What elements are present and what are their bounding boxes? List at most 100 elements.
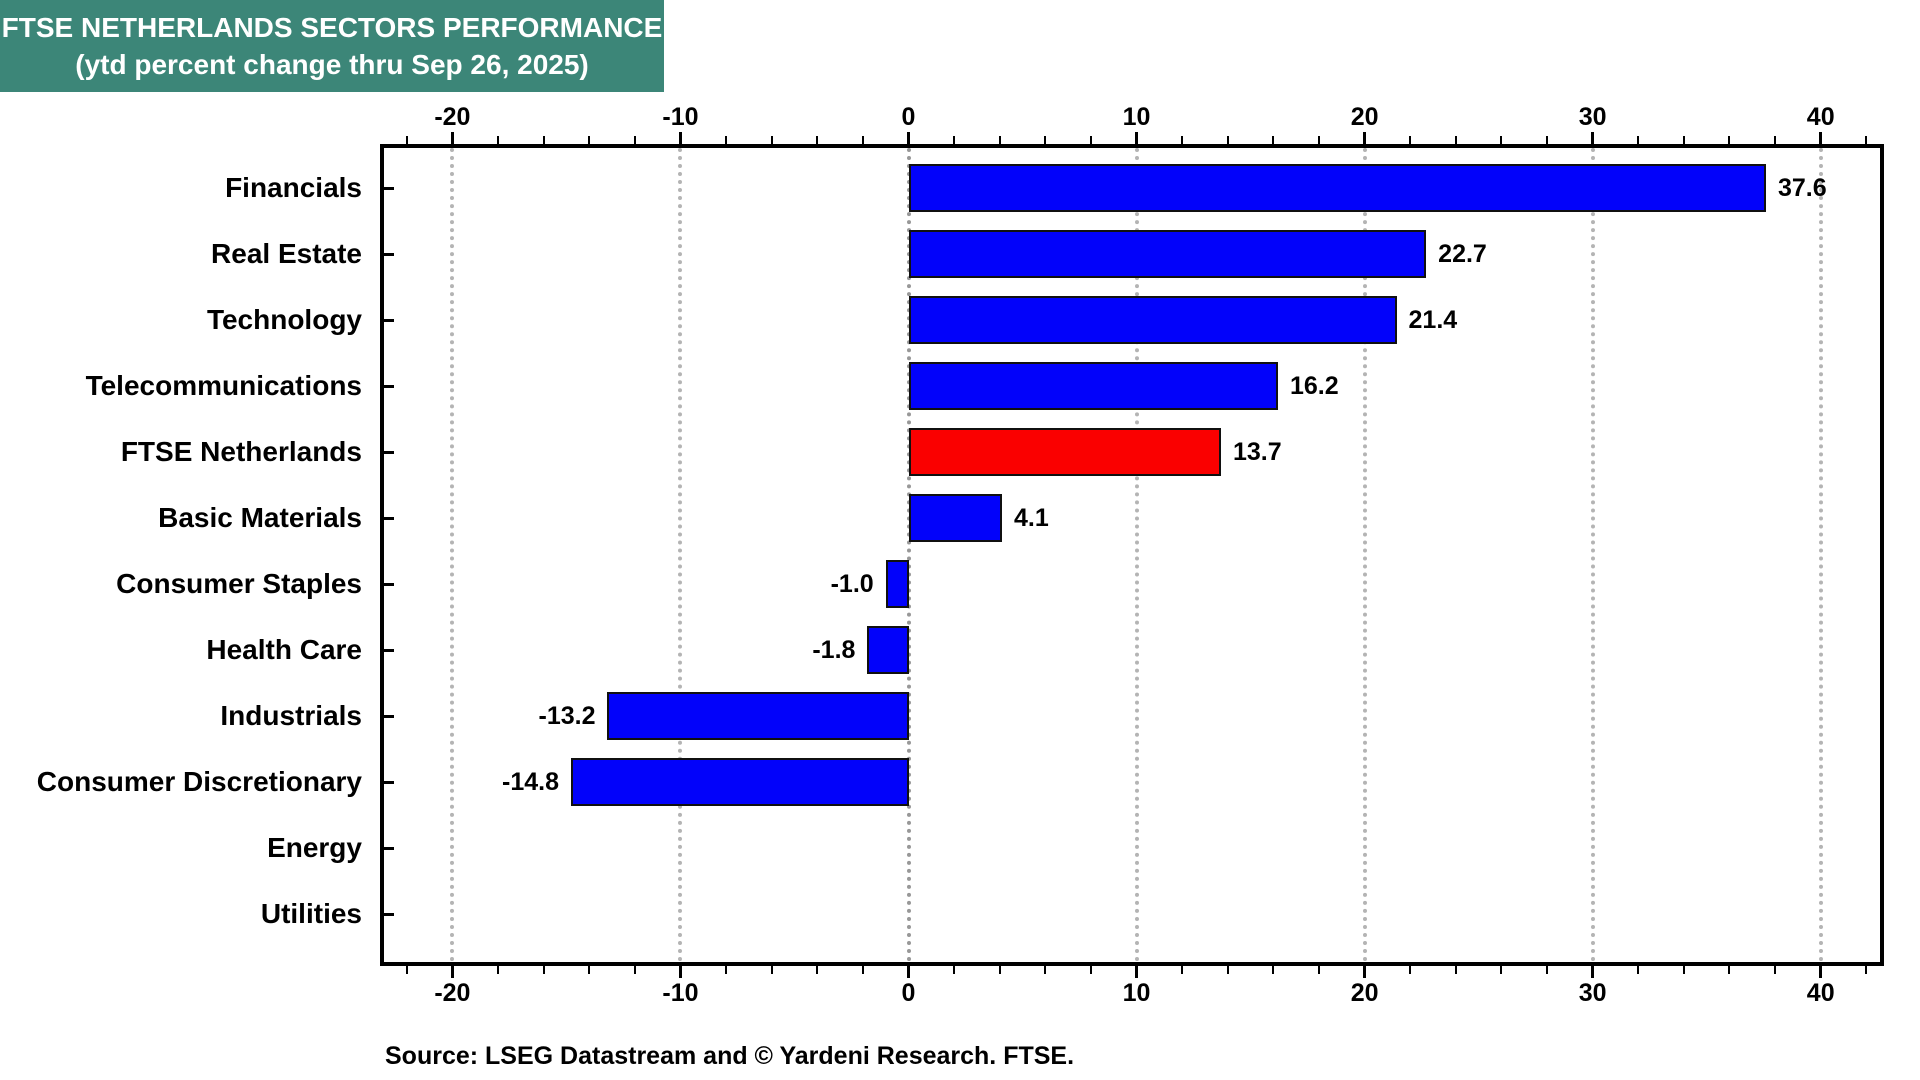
top-minor-tick [1089, 136, 1092, 144]
category-label-real-estate: Real Estate [211, 238, 362, 269]
bottom-minor-tick [1682, 966, 1685, 974]
bottom-major-tick-0 [907, 966, 910, 978]
category-tick-industrials [384, 714, 394, 718]
category-tick-basic-materials [384, 516, 394, 520]
top-minor-tick [1728, 136, 1731, 144]
category-label-financials: Financials [225, 172, 362, 203]
value-label-consumer-staples: -1.0 [830, 570, 874, 598]
top-minor-tick [405, 136, 408, 144]
bottom-minor-tick [1181, 966, 1184, 974]
zero-gridline [906, 148, 911, 962]
top-minor-tick [542, 136, 545, 144]
top-minor-tick [953, 136, 956, 144]
gridline--20 [450, 148, 455, 962]
chart-title-box: FTSE NETHERLANDS SECTORS PERFORMANCE (yt… [0, 0, 664, 92]
value-label-basic-materials: 4.1 [1014, 504, 1049, 532]
gridline-30 [1590, 148, 1595, 962]
value-label-industrials: -13.2 [538, 702, 596, 730]
top-minor-tick [1181, 136, 1184, 144]
value-label-technology: 21.4 [1408, 306, 1458, 334]
top-tick-label-40: 40 [1806, 103, 1835, 131]
top-minor-tick [497, 136, 500, 144]
gridline-10 [1134, 148, 1139, 962]
gridline--10 [678, 148, 683, 962]
bottom-minor-tick [1454, 966, 1457, 974]
bottom-minor-tick [633, 966, 636, 974]
bottom-minor-tick [1728, 966, 1731, 974]
top-major-tick-20 [1363, 132, 1367, 144]
value-label-consumer-discretionary: -14.8 [502, 768, 559, 796]
bottom-tick-label-40: 40 [1806, 979, 1835, 1007]
top-minor-tick [633, 136, 636, 144]
top-minor-tick [1044, 136, 1047, 144]
top-minor-tick [1226, 136, 1229, 144]
top-tick-label--10: -10 [662, 103, 699, 131]
bar-health-care [867, 626, 909, 674]
bottom-major-tick--20 [450, 966, 454, 978]
bottom-minor-tick [588, 966, 591, 974]
top-major-tick-40 [1819, 132, 1823, 144]
top-minor-tick [998, 136, 1001, 144]
bottom-minor-tick [1089, 966, 1092, 974]
top-tick-label-30: 30 [1578, 103, 1607, 131]
gridline-40 [1818, 148, 1823, 962]
top-tick-label-10: 10 [1122, 103, 1151, 131]
bottom-minor-tick [497, 966, 500, 974]
category-tick-financials [384, 186, 394, 190]
bar-technology [908, 296, 1397, 344]
category-tick-telecommunications [384, 384, 394, 388]
top-minor-tick [1500, 136, 1503, 144]
top-major-tick--20 [450, 132, 454, 144]
plot-area: 37.6 22.7 21.4 16.2 13.7 4.1 -1.0 -1.8 -13.2 -14.… [380, 144, 1884, 966]
bar-basic-materials [908, 494, 1002, 542]
top-minor-tick [725, 136, 728, 144]
bar-consumer-discretionary [571, 758, 909, 806]
category-label-telecommunications: Telecommunications [85, 370, 362, 401]
source-attribution: Source: LSEG Datastream and © Yardeni Re… [385, 1042, 1075, 1070]
top-tick-label--20: -20 [434, 103, 471, 131]
top-tick-label-20: 20 [1350, 103, 1379, 131]
category-label-basic-materials: Basic Materials [158, 502, 362, 533]
bottom-tick-label--10: -10 [662, 979, 699, 1007]
bar-telecommunications [908, 362, 1278, 410]
category-label-technology: Technology [206, 304, 362, 335]
bar-financials [908, 164, 1766, 212]
top-minor-tick [1409, 136, 1412, 144]
value-label-financials: 37.6 [1777, 174, 1827, 202]
bottom-minor-tick [1318, 966, 1320, 974]
bottom-minor-tick [405, 966, 408, 974]
value-label-real-estate: 22.7 [1438, 240, 1487, 268]
bottom-minor-tick [770, 966, 773, 974]
bottom-tick-label-20: 20 [1350, 979, 1379, 1007]
top-minor-tick [1454, 136, 1457, 144]
bottom-minor-tick [725, 966, 728, 974]
top-major-tick--10 [678, 132, 682, 144]
bottom-minor-tick [1637, 966, 1640, 974]
top-minor-tick [1774, 136, 1777, 144]
chart-title-line1: FTSE NETHERLANDS SECTORS PERFORMANCE [1, 12, 663, 43]
top-minor-tick [861, 136, 864, 144]
category-label-ftse-netherlands: FTSE Netherlands [120, 436, 362, 467]
bottom-minor-tick [1865, 966, 1868, 974]
bottom-minor-tick [1226, 966, 1229, 974]
top-major-tick-0 [907, 132, 910, 144]
bottom-minor-tick [1500, 966, 1503, 974]
bottom-tick-label-30: 30 [1578, 979, 1607, 1007]
value-label-telecommunications: 16.2 [1289, 372, 1339, 400]
category-tick-ftse-netherlands [384, 450, 394, 454]
top-minor-tick [770, 136, 773, 144]
bar-industrials [607, 692, 909, 740]
category-label-utilities: Utilities [260, 898, 362, 929]
value-label-health-care: -1.8 [812, 636, 856, 664]
bottom-minor-tick [953, 966, 956, 974]
bottom-major-tick-20 [1363, 966, 1367, 978]
category-label-health-care: Health Care [206, 634, 362, 665]
top-major-tick-30 [1591, 132, 1595, 144]
value-label-ftse-netherlands: 13.7 [1232, 438, 1282, 466]
bottom-major-tick-10 [1135, 966, 1139, 978]
top-minor-tick [1546, 136, 1549, 144]
chart-title-line2: (ytd percent change thru Sep 26, 2025) [75, 49, 589, 80]
top-tick-label-0: 0 [901, 103, 916, 131]
bottom-minor-tick [1546, 966, 1549, 974]
